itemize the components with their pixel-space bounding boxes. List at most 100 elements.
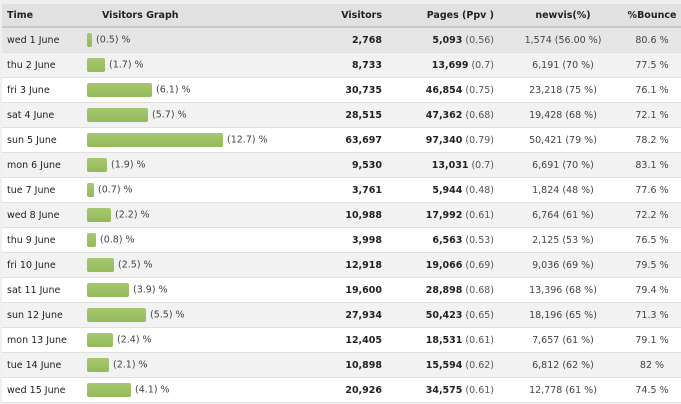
row-newvis: 18,196 (65 %)	[503, 302, 623, 328]
row-percent: (1.7) %	[109, 59, 144, 71]
row-graph: (2.2) %	[85, 202, 300, 228]
row-percent: (2.5) %	[118, 259, 153, 271]
row-pages: 13,031 (0.7)	[388, 152, 503, 178]
header-bounce[interactable]: %Bounce	[623, 4, 681, 28]
row-visitors: 27,934	[300, 302, 388, 328]
row-pages: 97,340 (0.79)	[388, 127, 503, 153]
visitors-bar	[87, 233, 96, 247]
row-visitors: 3,998	[300, 227, 388, 253]
row-time: fri 10 June	[2, 252, 85, 278]
row-time: wed 15 June	[2, 377, 85, 403]
row-percent: (2.1) %	[113, 359, 148, 371]
table-row[interactable]: sat 11 June (3.9) % 19,600 28,898 (0.68) 13,…	[2, 277, 681, 303]
row-pages-count: 5,093	[432, 34, 463, 46]
header-visitors-graph[interactable]: Visitors Graph	[85, 4, 300, 28]
row-pages: 13,699 (0.7)	[388, 52, 503, 78]
row-newvis: 12,778 (61 %)	[503, 377, 623, 403]
row-visitors: 3,761	[300, 177, 388, 203]
header-newvis[interactable]: newvis(%)	[503, 4, 623, 28]
table-body: wed 1 June (0.5) % 2,768 5,093 (0.56) 1,574 …	[2, 27, 681, 403]
row-visitors: 12,405	[300, 327, 388, 353]
row-newvis: 7,657 (61 %)	[503, 327, 623, 353]
row-bounce: 79.1 %	[623, 327, 681, 353]
row-pages-count: 28,898	[425, 284, 463, 296]
row-time: wed 1 June	[2, 27, 85, 53]
row-pages-count: 18,531	[425, 334, 463, 346]
row-ppv: (0.68)	[465, 284, 494, 296]
row-pages-count: 17,992	[425, 209, 463, 221]
row-bounce: 77.6 %	[623, 177, 681, 203]
row-graph: (0.5) %	[85, 27, 300, 53]
row-percent: (0.8) %	[100, 234, 135, 246]
row-bounce: 79.4 %	[623, 277, 681, 303]
row-time: sun 5 June	[2, 127, 85, 153]
row-bounce: 77.5 %	[623, 52, 681, 78]
header-time[interactable]: Time	[2, 4, 85, 28]
row-pages: 5,944 (0.48)	[388, 177, 503, 203]
row-ppv: (0.48)	[465, 184, 494, 196]
row-pages: 5,093 (0.56)	[388, 27, 503, 53]
row-ppv: (0.61)	[465, 334, 494, 346]
row-pages-count: 46,854	[425, 84, 463, 96]
row-bounce: 72.2 %	[623, 202, 681, 228]
table-row[interactable]: tue 7 June (0.7) % 3,761 5,944 (0.48) 1,824 …	[2, 177, 681, 203]
row-time: thu 2 June	[2, 52, 85, 78]
row-graph: (0.8) %	[85, 227, 300, 253]
visitors-bar	[87, 333, 113, 347]
table-row[interactable]: thu 9 June (0.8) % 3,998 6,563 (0.53) 2,125 …	[2, 227, 681, 253]
row-graph: (1.9) %	[85, 152, 300, 178]
table-row[interactable]: mon 6 June (1.9) % 9,530 13,031 (0.7) 6,691 …	[2, 152, 681, 178]
row-pages-count: 19,066	[425, 259, 463, 271]
row-time: tue 14 June	[2, 352, 85, 378]
table-row[interactable]: sun 12 June (5.5) % 27,934 50,423 (0.65) 18,…	[2, 302, 681, 328]
row-visitors: 9,530	[300, 152, 388, 178]
row-newvis: 6,764 (61 %)	[503, 202, 623, 228]
row-time: tue 7 June	[2, 177, 85, 203]
row-percent: (1.9) %	[111, 159, 146, 171]
header-visitors[interactable]: Visitors	[300, 4, 388, 28]
visitors-bar	[87, 308, 146, 322]
row-bounce: 83.1 %	[623, 152, 681, 178]
table-row[interactable]: tue 14 June (2.1) % 10,898 15,594 (0.62) 6,8…	[2, 352, 681, 378]
row-ppv: (0.61)	[465, 384, 494, 396]
table-row[interactable]: sun 5 June (12.7) % 63,697 97,340 (0.79) 50,…	[2, 127, 681, 153]
row-percent: (0.7) %	[98, 184, 133, 196]
row-pages-count: 47,362	[425, 109, 463, 121]
row-pages: 15,594 (0.62)	[388, 352, 503, 378]
visitors-bar	[87, 358, 109, 372]
row-pages: 17,992 (0.61)	[388, 202, 503, 228]
row-visitors: 2,768	[300, 27, 388, 53]
row-ppv: (0.62)	[465, 359, 494, 371]
row-percent: (2.4) %	[117, 334, 152, 346]
visitors-bar	[87, 33, 92, 47]
header-row: Time Visitors Graph Visitors Pages (Ppv …	[2, 4, 681, 28]
table-row[interactable]: fri 10 June (2.5) % 12,918 19,066 (0.69) 9,0…	[2, 252, 681, 278]
row-bounce: 78.2 %	[623, 127, 681, 153]
row-bounce: 72.1 %	[623, 102, 681, 128]
table-row[interactable]: sat 4 June (5.7) % 28,515 47,362 (0.68) 19,4…	[2, 102, 681, 128]
row-ppv: (0.65)	[465, 309, 494, 321]
row-time: sat 4 June	[2, 102, 85, 128]
table-row[interactable]: fri 3 June (6.1) % 30,735 46,854 (0.75) 23,2…	[2, 77, 681, 103]
table-row[interactable]: mon 13 June (2.4) % 12,405 18,531 (0.61) 7,6…	[2, 327, 681, 353]
row-graph: (12.7) %	[85, 127, 300, 153]
row-pages: 19,066 (0.69)	[388, 252, 503, 278]
row-ppv: (0.79)	[465, 134, 494, 146]
table-row[interactable]: wed 1 June (0.5) % 2,768 5,093 (0.56) 1,574 …	[2, 27, 681, 53]
row-visitors: 30,735	[300, 77, 388, 103]
visitors-bar	[87, 183, 94, 197]
row-newvis: 19,428 (68 %)	[503, 102, 623, 128]
row-pages-count: 15,594	[425, 359, 463, 371]
visitors-bar	[87, 108, 148, 122]
row-ppv: (0.7)	[471, 159, 494, 171]
row-percent: (12.7) %	[227, 134, 268, 146]
row-visitors: 10,898	[300, 352, 388, 378]
row-newvis: 9,036 (69 %)	[503, 252, 623, 278]
row-ppv: (0.68)	[465, 109, 494, 121]
visitors-table-container: Time Visitors Graph Visitors Pages (Ppv …	[2, 4, 681, 403]
header-pages[interactable]: Pages (Ppv )	[388, 4, 503, 28]
table-row[interactable]: wed 8 June (2.2) % 10,988 17,992 (0.61) 6,76…	[2, 202, 681, 228]
table-row[interactable]: wed 15 June (4.1) % 20,926 34,575 (0.61) 12,…	[2, 377, 681, 403]
table-row[interactable]: thu 2 June (1.7) % 8,733 13,699 (0.7) 6,191 …	[2, 52, 681, 78]
row-newvis: 1,574 (56.00 %)	[503, 27, 623, 53]
